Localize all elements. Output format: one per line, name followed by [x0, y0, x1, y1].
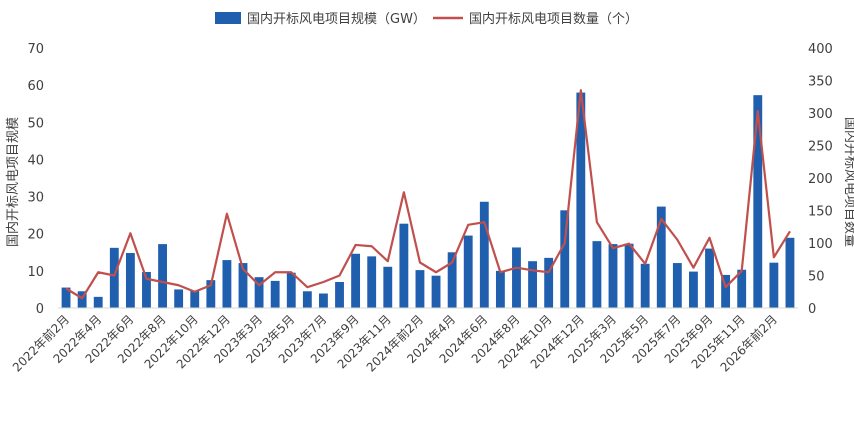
bar [335, 282, 344, 308]
bar [496, 271, 505, 308]
bar [705, 249, 714, 308]
bar [641, 264, 650, 308]
left-tick-label: 20 [27, 228, 44, 243]
left-axis-ticks: 0 10 20 30 40 50 60 70 [27, 42, 44, 317]
left-axis-title: 国内开标风电项目规模 [5, 117, 21, 247]
bar [94, 297, 103, 308]
legend-bar-label: 国内开标风电项目规模（GW） [247, 11, 426, 27]
bar [753, 95, 762, 308]
left-tick-label: 60 [27, 79, 44, 94]
right-tick-label: 50 [808, 270, 825, 285]
right-tick-label: 150 [808, 205, 833, 220]
right-axis-title-group: 国内开标风电项目数量 [842, 117, 854, 247]
bar [287, 273, 296, 308]
bar [367, 256, 376, 308]
legend-bar-swatch [215, 12, 241, 24]
bar [399, 224, 408, 308]
bar [689, 272, 698, 308]
left-tick-label: 30 [27, 191, 44, 206]
bar [625, 244, 634, 308]
bar [609, 244, 618, 308]
bar [110, 248, 119, 308]
bar [271, 281, 280, 308]
bar [464, 236, 473, 308]
bar [222, 260, 231, 308]
legend-line-label: 国内开标风电项目数量（个） [469, 11, 638, 27]
bar [528, 261, 537, 308]
left-tick-label: 10 [27, 265, 44, 280]
bar [480, 202, 489, 308]
right-tick-label: 0 [808, 302, 816, 317]
legend: 国内开标风电项目规模（GW） 国内开标风电项目数量（个） [215, 11, 638, 27]
right-tick-label: 300 [808, 107, 833, 122]
bar [560, 210, 569, 308]
bar [190, 291, 199, 308]
bar [512, 247, 521, 308]
left-axis-title-group: 国内开标风电项目规模 [5, 117, 21, 247]
left-tick-label: 0 [36, 302, 44, 317]
bar [303, 291, 312, 308]
bar [786, 238, 795, 308]
left-tick-label: 40 [27, 153, 44, 168]
right-tick-label: 250 [808, 140, 833, 155]
bar [174, 289, 183, 308]
bar [673, 263, 682, 308]
right-tick-label: 400 [808, 42, 833, 57]
right-tick-label: 350 [808, 75, 833, 90]
bar [592, 241, 601, 308]
bar [158, 244, 167, 308]
bar [319, 294, 328, 308]
right-axis-title: 国内开标风电项目数量 [842, 117, 854, 247]
x-axis-ticks: 2022年前2月2022年4月2022年6月2022年8月2022年10月202… [9, 312, 780, 375]
right-axis-ticks: 0 50 100 150 200 250 300 350 400 [808, 42, 833, 317]
bar [416, 270, 425, 308]
bar [383, 267, 392, 308]
right-tick-label: 200 [808, 172, 833, 187]
left-tick-label: 70 [27, 42, 44, 57]
right-tick-label: 100 [808, 237, 833, 252]
bar-series [62, 93, 795, 308]
left-tick-label: 50 [27, 116, 44, 131]
bar [769, 263, 778, 308]
bar [126, 253, 135, 308]
bar [351, 254, 360, 308]
bar [432, 276, 441, 308]
